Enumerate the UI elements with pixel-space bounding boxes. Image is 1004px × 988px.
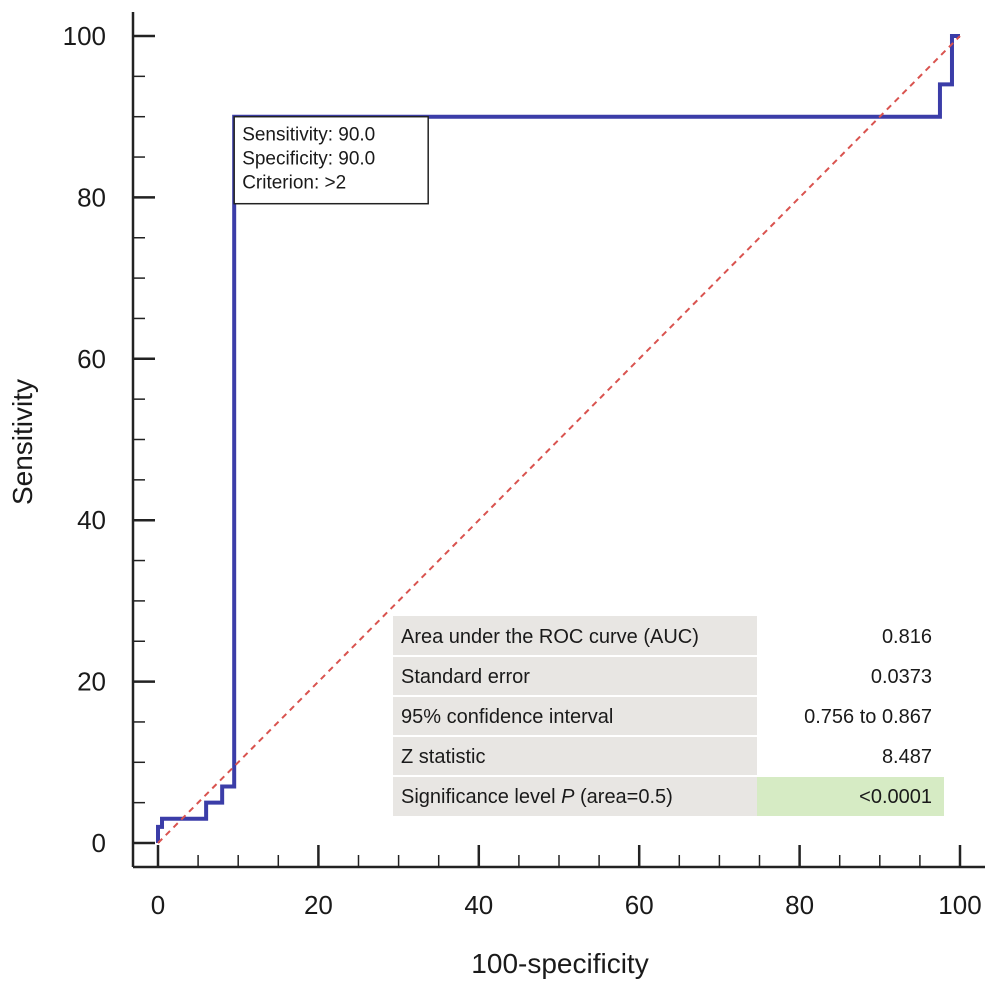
annotation-line: Sensitivity: 90.0 (242, 125, 375, 146)
stats-label-cell (393, 736, 757, 776)
y-axis-title: Sensitivity (7, 379, 38, 505)
stats-label-cell (393, 696, 757, 736)
x-tick-label: 0 (151, 890, 165, 920)
stats-row-value: 0.756 to 0.867 (804, 706, 932, 728)
x-tick-label: 100 (938, 890, 981, 920)
y-tick-label: 40 (77, 505, 106, 535)
stats-row-label: Area under the ROC curve (AUC) (401, 626, 699, 648)
stats-value-cell-highlight (757, 776, 944, 816)
stats-row-value: 0.0373 (871, 666, 932, 688)
stats-label-cell (393, 616, 757, 656)
x-tick-label: 60 (625, 890, 654, 920)
stats-label-cell (393, 656, 757, 696)
stats-value-cell (757, 656, 944, 696)
stats-table: Area under the ROC curve (AUC) 0.816 Stand… (393, 616, 944, 816)
y-tick-label: 100 (63, 21, 106, 51)
reference-diagonal-line (157, 35, 961, 844)
y-tick-label: 20 (77, 667, 106, 697)
operating-point-annotation: Sensitivity: 90.0 Specificity: 90.0 Criter… (233, 115, 429, 205)
annotation-box (233, 115, 429, 205)
annotation-line: Specificity: 90.0 (242, 149, 375, 170)
stats-row-label: Z statistic (401, 746, 485, 768)
plot-area (156, 34, 961, 844)
stats-row-label: Standard error (401, 666, 530, 688)
stats-row-label-italic: P (561, 786, 575, 808)
ticks: 0 20 40 60 80 100 0 20 40 60 80 100 (63, 21, 982, 920)
x-tick-label: 20 (304, 890, 333, 920)
stats-row-value: 8.487 (882, 746, 932, 768)
stats-value-cell (757, 736, 944, 776)
stats-value-cell (757, 696, 944, 736)
stats-label-cell (393, 776, 757, 816)
annotation-line: Criterion: >2 (242, 173, 346, 194)
stats-row-value: 0.816 (882, 626, 932, 648)
stats-value-cell (757, 616, 944, 656)
y-tick-label: 80 (77, 182, 106, 212)
x-axis-title: 100-specificity (471, 948, 648, 979)
x-tick-label: 40 (464, 890, 493, 920)
roc-curve-line (156, 34, 960, 843)
y-tick-label: 0 (92, 828, 106, 858)
stats-row-value: <0.0001 (859, 786, 932, 808)
stats-row-label: Significance level P (area=0.5) (401, 786, 673, 808)
stats-row-label: 95% confidence interval (401, 706, 613, 728)
y-tick-label: 60 (77, 344, 106, 374)
x-tick-label: 80 (785, 890, 814, 920)
